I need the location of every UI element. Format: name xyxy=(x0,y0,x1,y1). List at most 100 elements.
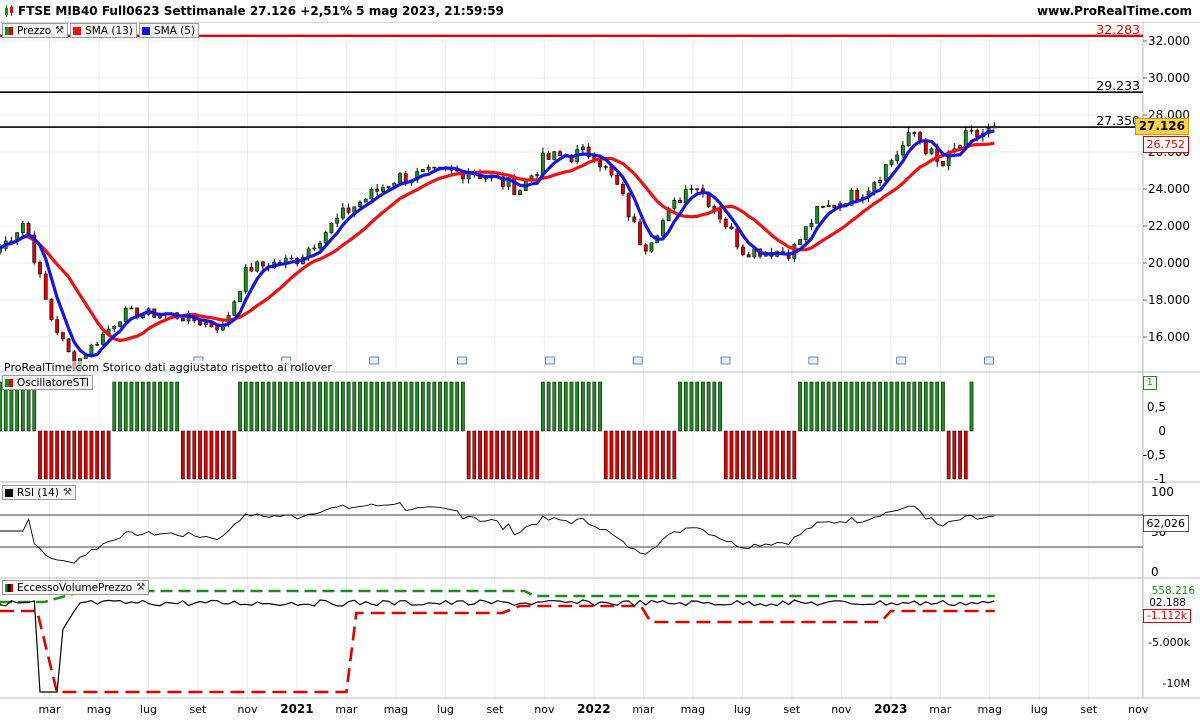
sti-bar-up xyxy=(329,381,334,432)
sti-bar-up xyxy=(598,381,602,432)
legend-sma13[interactable]: SMA (13) xyxy=(70,23,137,38)
sma5-line[interactable] xyxy=(0,129,995,358)
x-tick-label: lug xyxy=(140,703,157,716)
event-markers[interactable] xyxy=(193,356,994,365)
sti-bar-up xyxy=(449,381,454,432)
sti-bar-up xyxy=(906,381,911,432)
sti-bar-down xyxy=(55,430,59,480)
candle-body xyxy=(855,189,860,201)
sti-bars xyxy=(0,381,974,480)
sti-bar-down xyxy=(478,430,482,480)
x-tick-label: set xyxy=(486,703,503,716)
candle-body xyxy=(95,343,100,346)
candle-body xyxy=(358,201,362,208)
sti-bar-up xyxy=(283,381,288,432)
hline-label-1: 32.283 xyxy=(1096,22,1140,37)
candle-body xyxy=(386,186,391,188)
candle-body xyxy=(615,174,620,185)
evp-panel-label[interactable]: EccessoVolumePrezzo ⚒ xyxy=(2,580,150,595)
candle-body xyxy=(741,246,745,255)
sti-bar-up xyxy=(872,381,877,432)
wrench-icon[interactable]: ⚒ xyxy=(62,487,72,498)
sti-bar-up xyxy=(889,381,894,432)
x-tick-label: mag xyxy=(681,703,705,716)
x-tick-label: nov xyxy=(831,703,852,716)
candle-body xyxy=(55,319,60,333)
candle-body xyxy=(883,164,888,181)
sti-bar-up xyxy=(403,381,408,432)
candle-body xyxy=(100,333,105,345)
sti-bar-down xyxy=(61,430,65,480)
site-link[interactable]: www.ProRealTime.com xyxy=(1037,4,1192,18)
sti-bar-down xyxy=(621,430,625,480)
candles[interactable] xyxy=(0,122,997,372)
sti-bar-down xyxy=(483,430,488,480)
sti-bar-up xyxy=(861,381,865,432)
sti-bar-up xyxy=(895,381,900,432)
sti-bar-up xyxy=(295,381,300,432)
candle-body xyxy=(918,132,922,141)
candle-body xyxy=(626,193,631,218)
x-tick-label: 2023 xyxy=(874,702,907,716)
rsi-panel-label[interactable]: RSI (14) ⚒ xyxy=(2,485,76,500)
sti-bar-down xyxy=(66,430,71,480)
rsi-tick-label: 0 xyxy=(1151,565,1159,579)
legend-price[interactable]: Prezzo ⚒ xyxy=(2,23,69,38)
sti-bar-down xyxy=(95,430,100,480)
candle-body xyxy=(872,182,877,192)
sti-bar-down xyxy=(83,430,88,480)
candle-body xyxy=(375,188,380,192)
candle-body xyxy=(661,220,665,237)
x-tick-label: mar xyxy=(335,703,357,716)
sti-bar-up xyxy=(432,381,437,432)
candle-body xyxy=(598,160,602,168)
candle-body xyxy=(260,261,265,267)
wrench-icon[interactable]: ⚒ xyxy=(55,25,65,36)
sti-bar-down xyxy=(192,430,197,480)
x-tick-label: mar xyxy=(929,703,951,716)
candle-body xyxy=(369,188,374,200)
y-tick-label: 24.000 xyxy=(1148,182,1190,196)
candle-body xyxy=(558,151,562,156)
candle-body xyxy=(32,234,37,263)
sti-bar-up xyxy=(832,381,837,432)
sti-bar-up xyxy=(0,381,2,432)
horizontal-lines[interactable] xyxy=(0,34,1143,128)
sti-bar-down xyxy=(643,430,648,480)
sti-bar-up xyxy=(855,381,860,432)
sti-bar-down xyxy=(101,430,105,480)
sti-tick-label: 0,5 xyxy=(1147,400,1166,414)
sti-bar-up xyxy=(312,381,317,432)
candle-body xyxy=(821,206,825,208)
sti-bar-up xyxy=(901,381,905,432)
sti-bar-down xyxy=(198,430,202,480)
x-tick-label: mar xyxy=(38,703,60,716)
legend-sma5[interactable]: SMA (5) xyxy=(138,23,200,38)
candle-body xyxy=(518,190,522,196)
sti-panel-label[interactable]: OscillatoreSTI xyxy=(2,375,93,390)
sti-bar-up xyxy=(552,381,557,432)
sti-bar-up xyxy=(243,381,248,432)
sti-bar-up xyxy=(821,381,825,432)
sma13-line[interactable] xyxy=(0,141,995,343)
sti-bar-down xyxy=(632,430,637,480)
candle-body xyxy=(815,206,820,224)
chart-header: FTSE MIB40 Full0623 Settimanale 27.126 +… xyxy=(0,0,1200,23)
sti-bar-down xyxy=(106,430,111,480)
candle-body xyxy=(66,338,71,353)
legend-sma5-label: SMA (5) xyxy=(153,24,196,37)
sti-bar-up xyxy=(272,381,277,432)
wrench-icon[interactable]: ⚒ xyxy=(136,582,146,593)
sti-bar-up xyxy=(683,381,688,432)
candle-body xyxy=(621,184,625,194)
candle-body xyxy=(678,199,682,204)
sti-label-text: OscillatoreSTI xyxy=(17,376,89,389)
candle-body xyxy=(723,218,728,228)
candle-body xyxy=(906,132,911,146)
y-tick-label: 22.000 xyxy=(1148,219,1190,233)
sti-bar-up xyxy=(169,381,174,432)
candle-body xyxy=(969,129,974,132)
sti-bar-up xyxy=(238,381,242,432)
evp-line xyxy=(0,599,995,693)
